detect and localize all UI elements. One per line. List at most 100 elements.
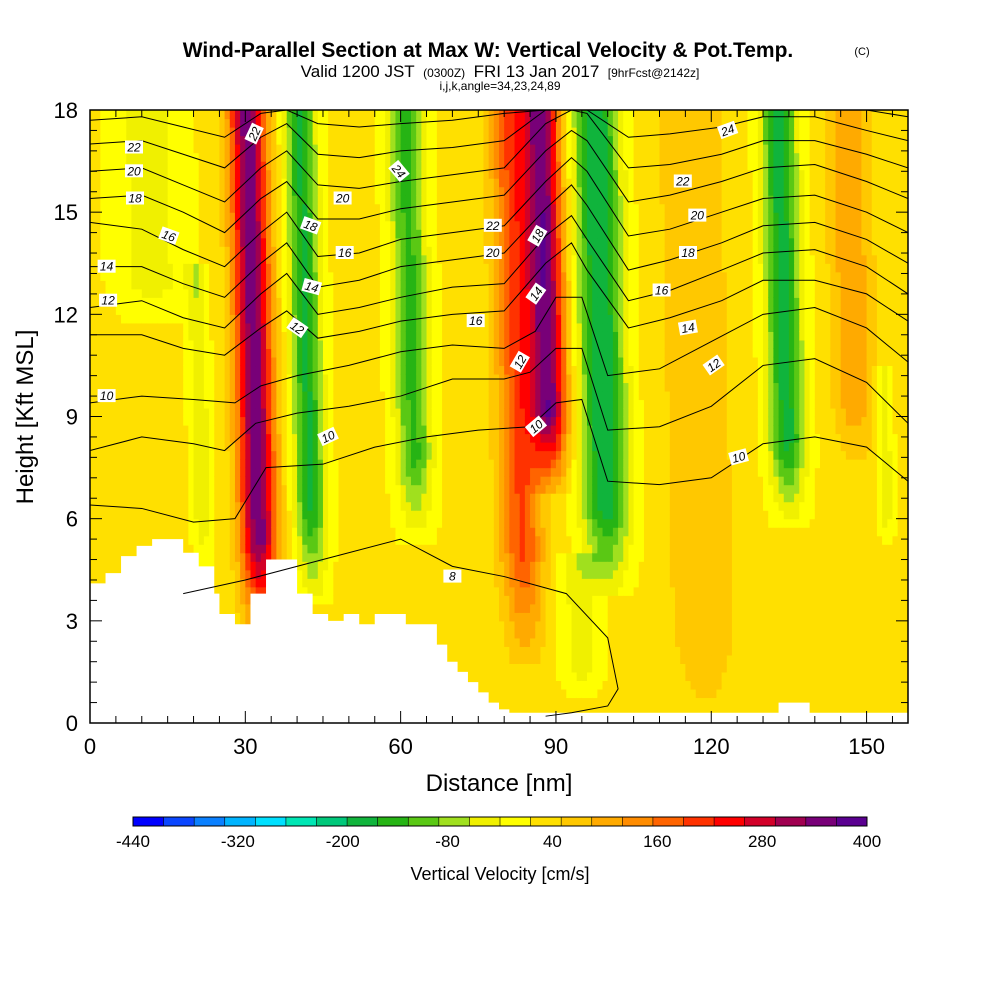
velocity-cell [359, 161, 365, 171]
velocity-cell [317, 484, 324, 494]
velocity-cell [219, 314, 226, 324]
velocity-cell [234, 535, 241, 545]
velocity-cell [255, 365, 262, 375]
velocity-cell [405, 544, 412, 554]
velocity-cell [95, 510, 101, 520]
velocity-cell [281, 186, 288, 196]
velocity-cell [447, 561, 454, 571]
velocity-cell [209, 203, 215, 213]
velocity-cell [410, 169, 417, 179]
velocity-cell [431, 595, 438, 605]
velocity-cell [379, 450, 386, 460]
velocity-cell [136, 271, 143, 281]
velocity-cell [421, 356, 428, 367]
velocity-cell [317, 373, 324, 384]
velocity-cell [354, 467, 360, 477]
velocity-cell [198, 450, 205, 460]
velocity-cell [395, 186, 402, 196]
velocity-cell [322, 595, 329, 605]
velocity-cell [245, 305, 252, 315]
velocity-cell [426, 476, 433, 486]
velocity-cell [260, 237, 267, 247]
velocity-cell [421, 161, 428, 171]
velocity-cell [219, 382, 226, 392]
velocity-cell [436, 595, 443, 605]
velocity-cell [348, 118, 355, 128]
velocity-cell [281, 339, 288, 349]
velocity-cell [359, 561, 365, 571]
velocity-cell [421, 433, 428, 443]
velocity-cell [328, 237, 334, 247]
velocity-cell [302, 314, 309, 324]
velocity-cell [209, 178, 215, 188]
velocity-cell [229, 484, 236, 494]
velocity-cell [183, 229, 189, 239]
velocity-cell [291, 178, 298, 188]
velocity-cell [390, 314, 397, 324]
velocity-cell [431, 161, 438, 171]
velocity-cell [322, 348, 329, 358]
velocity-cell [95, 203, 101, 213]
velocity-cell [416, 467, 422, 477]
velocity-cell [271, 220, 277, 230]
velocity-cell [328, 450, 334, 460]
velocity-cell [136, 459, 143, 469]
velocity-cell [421, 442, 428, 452]
velocity-cell [255, 263, 262, 273]
velocity-cell [110, 382, 117, 392]
velocity-cell [416, 569, 422, 579]
velocity-cell [405, 407, 412, 418]
velocity-cell [240, 433, 246, 443]
velocity-cell [167, 144, 174, 154]
velocity-cell [209, 425, 215, 435]
velocity-cell [146, 127, 153, 137]
velocity-cell [390, 339, 397, 349]
velocity-cell [317, 322, 324, 332]
velocity-cell [359, 322, 365, 332]
velocity-cell [405, 510, 412, 520]
velocity-cell [209, 339, 215, 349]
velocity-cell [302, 459, 309, 469]
velocity-cell [359, 288, 365, 298]
velocity-cell [354, 178, 360, 188]
velocity-cell [426, 467, 433, 477]
velocity-cell [338, 127, 345, 137]
velocity-cell [214, 229, 221, 239]
velocity-cell [421, 467, 428, 477]
velocity-cell [90, 552, 96, 562]
velocity-cell [198, 433, 205, 443]
velocity-cell [95, 127, 101, 137]
velocity-cell [364, 229, 371, 239]
velocity-cell [146, 527, 153, 537]
velocity-cell [343, 110, 350, 120]
velocity-cell [110, 561, 117, 571]
velocity-cell [302, 288, 309, 298]
velocity-cell [421, 459, 428, 469]
velocity-cell [214, 152, 221, 162]
velocity-cell [229, 288, 236, 298]
velocity-cell [405, 229, 412, 239]
velocity-cell [312, 595, 319, 605]
velocity-cell [354, 390, 360, 401]
velocity-cell [136, 186, 143, 196]
velocity-cell [343, 390, 350, 401]
velocity-cell [442, 578, 448, 588]
velocity-cell [95, 161, 101, 171]
velocity-cell [219, 161, 226, 171]
velocity-cell [209, 195, 215, 205]
velocity-cell [240, 195, 246, 205]
velocity-cell [214, 195, 221, 205]
velocity-cell [379, 510, 386, 520]
velocity-cell [105, 118, 112, 128]
velocity-cell [312, 382, 319, 392]
velocity-cell [333, 280, 340, 290]
velocity-cell [343, 356, 350, 367]
velocity-cell [255, 203, 262, 213]
velocity-cell [405, 493, 412, 503]
velocity-cell [229, 356, 236, 367]
velocity-cell [219, 467, 226, 477]
velocity-cell [245, 331, 252, 341]
velocity-cell [276, 246, 283, 256]
velocity-cell [188, 467, 195, 477]
velocity-cell [333, 365, 340, 375]
